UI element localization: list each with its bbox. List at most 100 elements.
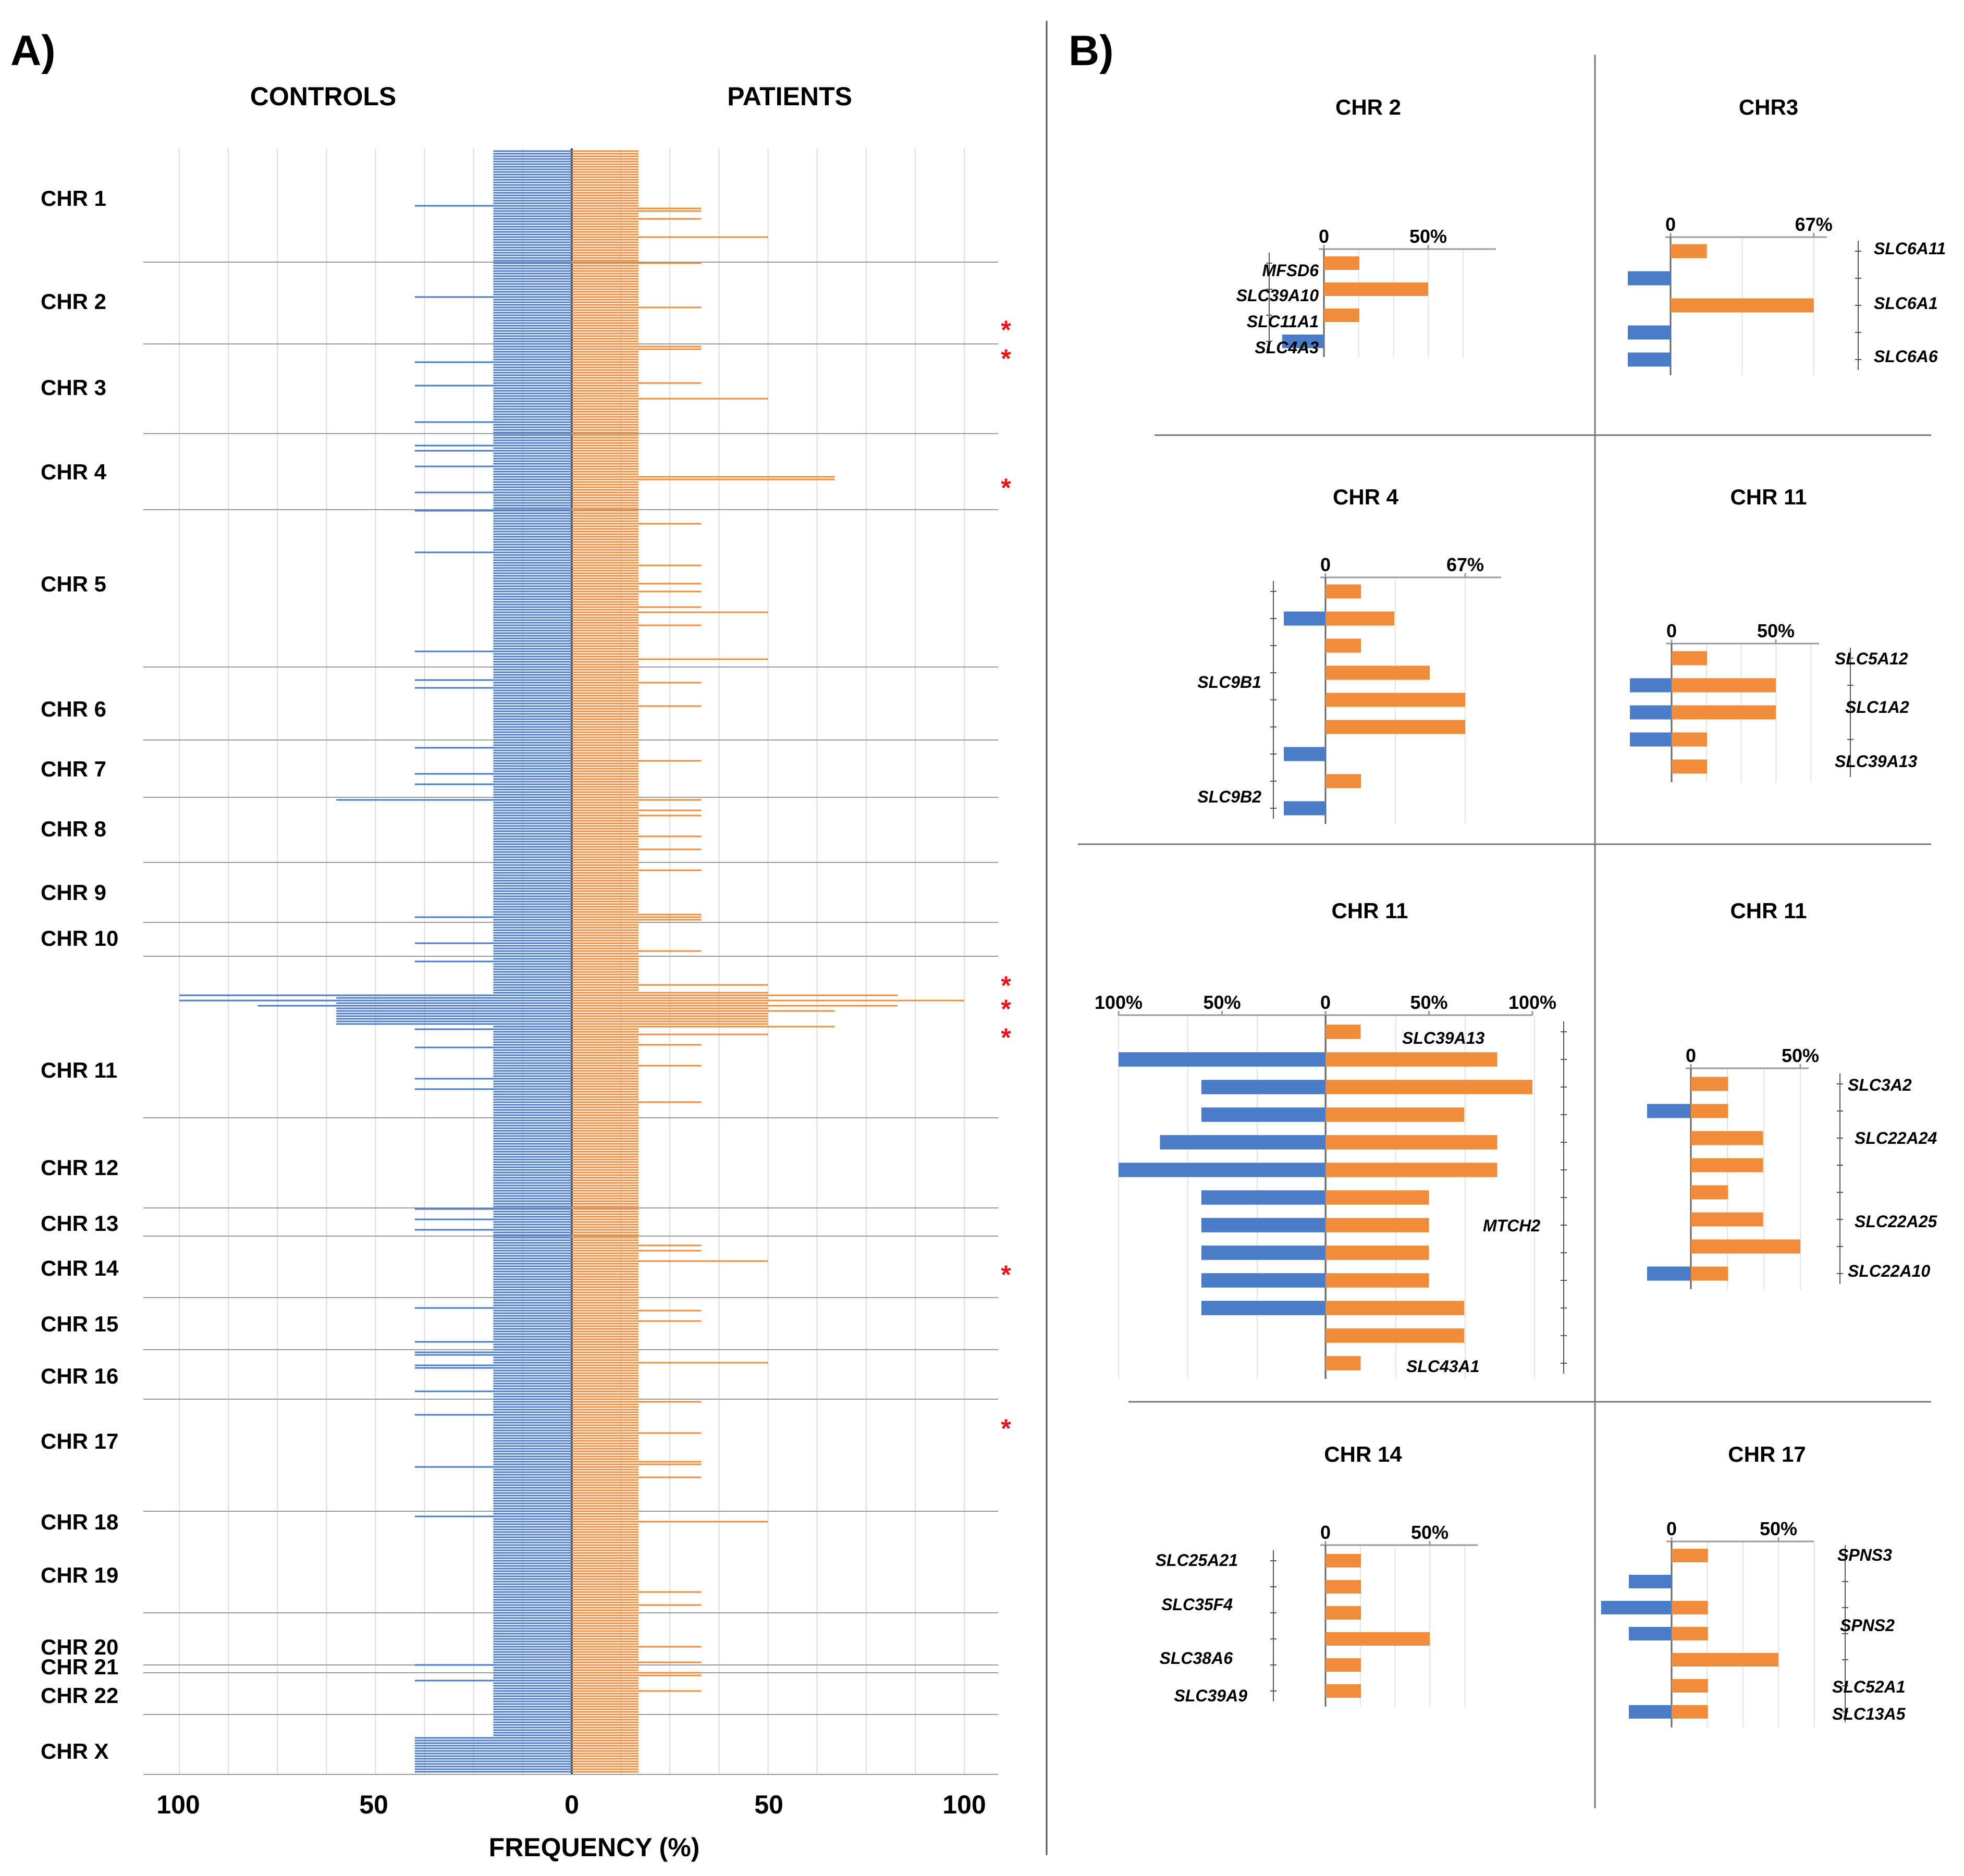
patients-bar: [1672, 705, 1776, 720]
patients-bar: [1325, 1107, 1464, 1122]
panel-a-asterisks: ********: [1001, 315, 1011, 1443]
gene-label: SLC39A13: [1402, 1029, 1485, 1047]
gene-label: SLC11A1: [1247, 312, 1319, 331]
patients-bar: [1324, 282, 1428, 296]
controls-bar: [1628, 271, 1671, 286]
patients-bar: [1325, 1080, 1532, 1094]
chromosome-label: CHR 16: [41, 1364, 118, 1388]
patients-bar: [1671, 298, 1814, 313]
patients-bar: [1691, 1185, 1728, 1200]
patients-bar: [1325, 1218, 1429, 1232]
chromosome-label: CHR 13: [41, 1211, 118, 1236]
controls-bar: [1119, 1052, 1325, 1067]
subchart-tick-label: 0: [1686, 1045, 1696, 1066]
subchart-title: CHR 11: [1331, 898, 1408, 923]
gene-label: SLC9B2: [1197, 787, 1261, 806]
chromosome-label: CHR 14: [41, 1256, 119, 1280]
gene-label: MTCH2: [1483, 1216, 1540, 1235]
significance-asterisk: *: [1001, 994, 1011, 1023]
patients-bar: [1325, 1273, 1429, 1288]
subchart-title: CHR3: [1739, 95, 1798, 119]
patients-bar: [1325, 611, 1394, 626]
gene-label: SLC39A13: [1835, 752, 1918, 771]
gene-label: SLC39A10: [1236, 286, 1319, 305]
patients-bar: [1691, 1104, 1728, 1118]
significance-asterisk: *: [1001, 1260, 1011, 1289]
subchart-tick-label: 0: [1665, 214, 1676, 235]
subchart-title: CHR 2: [1335, 95, 1401, 119]
subchart-tick-label: 0: [1320, 1522, 1331, 1543]
subchart: CHR 4 0 67% SLC9B1 SLC9B2: [1197, 485, 1501, 824]
chromosome-label: CHR 22: [41, 1683, 118, 1708]
significance-asterisk: *: [1001, 1023, 1011, 1052]
subchart-tick-label: 0: [1666, 1518, 1677, 1539]
gene-label: SLC3A2: [1848, 1076, 1912, 1094]
controls-bar: [1284, 747, 1325, 761]
subchart-title: CHR 14: [1324, 1442, 1402, 1466]
patients-header: PATIENTS: [727, 82, 852, 111]
patients-bar: [1325, 720, 1465, 734]
controls-bar: [1628, 352, 1671, 367]
chromosome-label: CHR 9: [41, 880, 106, 905]
patients-bar: [1325, 1632, 1430, 1646]
x-tick-label: 100: [156, 1790, 200, 1819]
subchart: CHR 11 0 50% SLC5A12 SLC1A2 SLC39A13: [1630, 485, 1918, 782]
patients-bar: [1324, 256, 1359, 270]
subchart-title: CHR 17: [1728, 1442, 1806, 1466]
patients-bar: [1672, 1653, 1778, 1667]
controls-bar: [1160, 1135, 1325, 1150]
controls-bar: [1628, 325, 1671, 340]
gene-label: SLC22A24: [1855, 1129, 1937, 1147]
controls-bar: [1629, 1705, 1672, 1719]
patients-bar: [1325, 1025, 1361, 1039]
patients-bar: [1325, 1328, 1464, 1343]
chromosome-label: CHR 3: [41, 375, 106, 400]
patients-bar: [1691, 1239, 1800, 1254]
panel-a-chromosome-labels: CHR 1 CHR 2 CHR 3 CHR 4 CHR 5 CHR 6 CHR 7 CHR 8…: [41, 186, 119, 1763]
subchart-title: CHR 11: [1730, 485, 1807, 509]
gene-label: SLC6A1: [1874, 294, 1938, 313]
gene-label: MFSD6: [1262, 261, 1319, 280]
subchart-tick-label: 50%: [1203, 992, 1241, 1013]
controls-header: CONTROLS: [250, 82, 397, 111]
gene-label: SLC5A12: [1835, 649, 1908, 668]
chromosome-label: CHR 17: [41, 1429, 118, 1453]
subchart-tick-label: 50%: [1409, 226, 1447, 247]
patients-bar: [1325, 638, 1361, 653]
patients-bar: [1325, 1301, 1464, 1315]
chromosome-label: CHR 18: [41, 1510, 118, 1534]
controls-bar: [1201, 1190, 1325, 1205]
subchart-title: CHR 4: [1333, 485, 1399, 509]
subchart-tick-label: 0: [1319, 226, 1329, 247]
gene-label: SLC22A25: [1855, 1212, 1938, 1231]
chromosome-label: CHR 19: [41, 1563, 118, 1587]
significance-asterisk: *: [1001, 1414, 1011, 1443]
subchart: CHR3 0 67% SLC6A11 SLC6A1 SLC6A6: [1628, 95, 1946, 375]
subchart-tick-label: 50%: [1410, 992, 1447, 1013]
patients-bar: [1691, 1158, 1763, 1172]
gene-label: SLC43A1: [1406, 1357, 1480, 1376]
patients-bar: [1325, 1163, 1497, 1177]
subchart-tick-label: 67%: [1795, 214, 1833, 235]
subchart: CHR 17 0 50% SPNS3 SPNS2 SLC52A1 SLC13A5: [1601, 1442, 1906, 1727]
patients-bar: [1325, 584, 1361, 599]
patients-bar: [1672, 732, 1707, 747]
controls-bar: [1630, 678, 1672, 693]
patients-bar: [1325, 1658, 1361, 1672]
gene-label: SLC6A6: [1874, 347, 1938, 366]
gene-label: SLC6A11: [1874, 239, 1946, 258]
chromosome-label: CHR 2: [41, 289, 106, 314]
controls-bar: [1201, 1301, 1325, 1315]
gene-label: SPNS3: [1837, 1546, 1892, 1564]
patients-bar: [1691, 1266, 1728, 1281]
panel-b-subcharts: CHR 2 0 50% MFSD6 SLC39A10 SLC11A1 SLC4A3 CHR3 0…: [1095, 95, 1946, 1727]
panel-a-bars: [179, 150, 964, 1773]
patients-bar: [1672, 1679, 1708, 1693]
subchart-tick-label: 100%: [1508, 992, 1556, 1013]
patients-bar: [1325, 1684, 1361, 1698]
patients-bar: [1672, 1705, 1708, 1719]
patients-bar: [1691, 1212, 1763, 1227]
subchart-tick-label: 0: [1320, 992, 1331, 1013]
x-tick-label: 100: [942, 1790, 986, 1819]
controls-bar: [1284, 801, 1325, 816]
